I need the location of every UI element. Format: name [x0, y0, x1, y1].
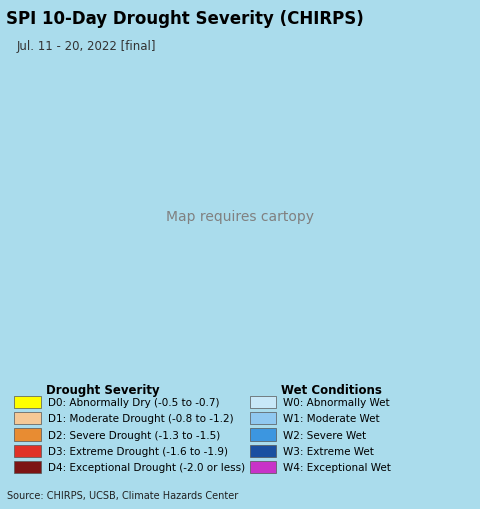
Text: W0: Abnormally Wet: W0: Abnormally Wet: [283, 397, 390, 407]
Text: Drought Severity: Drought Severity: [46, 383, 159, 395]
Text: D0: Abnormally Dry (-0.5 to -0.7): D0: Abnormally Dry (-0.5 to -0.7): [48, 397, 219, 407]
Text: W1: Moderate Wet: W1: Moderate Wet: [283, 413, 380, 423]
Text: Map requires cartopy: Map requires cartopy: [166, 209, 314, 223]
Text: SPI 10-Day Drought Severity (CHIRPS): SPI 10-Day Drought Severity (CHIRPS): [6, 10, 363, 28]
Bar: [250, 412, 276, 425]
Text: W4: Exceptional Wet: W4: Exceptional Wet: [283, 462, 391, 472]
Bar: [14, 461, 41, 473]
Text: Source: CHIRPS, UCSB, Climate Hazards Center: Source: CHIRPS, UCSB, Climate Hazards Ce…: [7, 490, 239, 500]
Text: D1: Moderate Drought (-0.8 to -1.2): D1: Moderate Drought (-0.8 to -1.2): [48, 413, 234, 423]
Text: Jul. 11 - 20, 2022 [final]: Jul. 11 - 20, 2022 [final]: [17, 40, 156, 53]
Bar: [14, 412, 41, 425]
Text: D4: Exceptional Drought (-2.0 or less): D4: Exceptional Drought (-2.0 or less): [48, 462, 245, 472]
Text: D3: Extreme Drought (-1.6 to -1.9): D3: Extreme Drought (-1.6 to -1.9): [48, 446, 228, 456]
Bar: [14, 445, 41, 457]
Bar: [250, 461, 276, 473]
Bar: [14, 429, 41, 441]
Bar: [250, 396, 276, 408]
Text: W3: Extreme Wet: W3: Extreme Wet: [283, 446, 374, 456]
Bar: [250, 429, 276, 441]
Bar: [14, 396, 41, 408]
Text: W2: Severe Wet: W2: Severe Wet: [283, 430, 366, 440]
Text: Wet Conditions: Wet Conditions: [281, 383, 382, 395]
Bar: [250, 445, 276, 457]
Text: D2: Severe Drought (-1.3 to -1.5): D2: Severe Drought (-1.3 to -1.5): [48, 430, 220, 440]
